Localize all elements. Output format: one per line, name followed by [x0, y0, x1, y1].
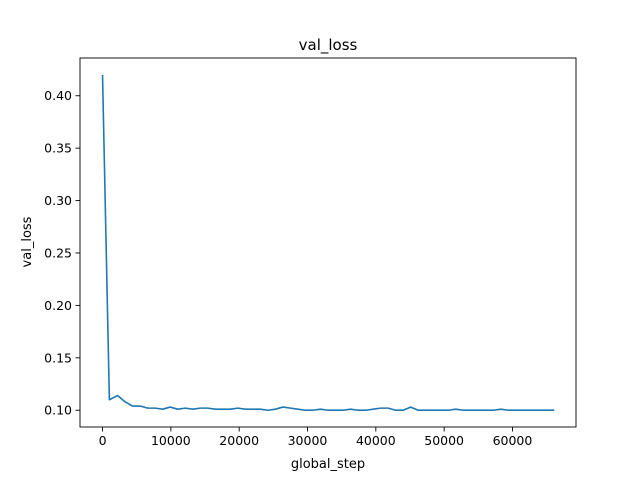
axes-frame: [79, 57, 577, 428]
y-tick-label: 0.15: [44, 350, 72, 365]
y-axis-label: val_loss: [20, 216, 35, 267]
x-tick-label: 60000: [493, 433, 533, 448]
series-line-0: [101, 75, 555, 412]
x-tick-label: 10000: [151, 433, 191, 448]
y-tick-label: 0.30: [44, 193, 72, 208]
x-tick-label: 40000: [356, 433, 396, 448]
chart-title: val_loss: [299, 36, 358, 55]
y-tick-label: 0.40: [44, 88, 72, 103]
y-tick-label: 0.10: [44, 403, 72, 418]
x-tick-label: 50000: [424, 433, 464, 448]
x-tick-label: 0: [99, 433, 107, 448]
y-tick-label: 0.20: [44, 298, 72, 313]
plot-area: [79, 57, 577, 428]
x-tick-label: 20000: [219, 433, 259, 448]
x-tick-label: 30000: [288, 433, 328, 448]
x-axis-label: global_step: [291, 457, 365, 472]
y-tick-label: 0.35: [44, 141, 72, 156]
x-axis-ticks: 0 10000 20000 30000 40000 50000 60000: [99, 427, 533, 448]
y-tick-label: 0.25: [44, 245, 72, 260]
y-axis-ticks: 0.10 0.15 0.20 0.25 0.30 0.35 0.40: [44, 88, 80, 418]
